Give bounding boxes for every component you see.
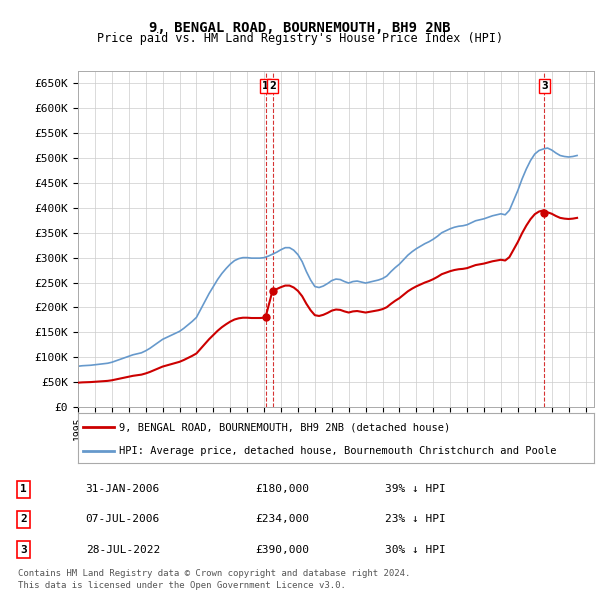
Text: 1: 1 <box>20 484 27 494</box>
Text: £180,000: £180,000 <box>255 484 309 494</box>
Text: 3: 3 <box>541 81 548 91</box>
Text: 9, BENGAL ROAD, BOURNEMOUTH, BH9 2NB: 9, BENGAL ROAD, BOURNEMOUTH, BH9 2NB <box>149 21 451 35</box>
Text: 30% ↓ HPI: 30% ↓ HPI <box>385 545 445 555</box>
Text: 39% ↓ HPI: 39% ↓ HPI <box>385 484 445 494</box>
Text: £234,000: £234,000 <box>255 514 309 525</box>
Text: 2: 2 <box>269 81 276 91</box>
Text: 3: 3 <box>20 545 27 555</box>
Text: 9, BENGAL ROAD, BOURNEMOUTH, BH9 2NB (detached house): 9, BENGAL ROAD, BOURNEMOUTH, BH9 2NB (de… <box>119 422 451 432</box>
Text: 23% ↓ HPI: 23% ↓ HPI <box>385 514 445 525</box>
Text: Price paid vs. HM Land Registry's House Price Index (HPI): Price paid vs. HM Land Registry's House … <box>97 32 503 45</box>
Text: 2: 2 <box>20 514 27 525</box>
Text: 07-JUL-2006: 07-JUL-2006 <box>86 514 160 525</box>
Text: Contains HM Land Registry data © Crown copyright and database right 2024.: Contains HM Land Registry data © Crown c… <box>18 569 410 578</box>
Text: 31-JAN-2006: 31-JAN-2006 <box>86 484 160 494</box>
Text: This data is licensed under the Open Government Licence v3.0.: This data is licensed under the Open Gov… <box>18 581 346 590</box>
Text: 1: 1 <box>262 81 269 91</box>
Text: 28-JUL-2022: 28-JUL-2022 <box>86 545 160 555</box>
Text: HPI: Average price, detached house, Bournemouth Christchurch and Poole: HPI: Average price, detached house, Bour… <box>119 445 557 455</box>
Text: £390,000: £390,000 <box>255 545 309 555</box>
